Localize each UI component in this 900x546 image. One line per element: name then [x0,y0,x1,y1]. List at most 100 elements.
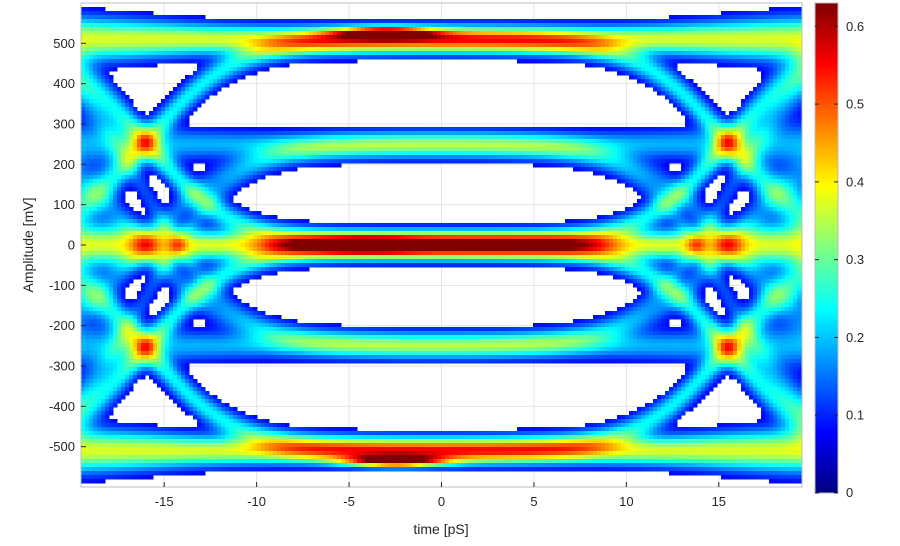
density-cell [141,463,146,468]
density-cell [205,39,210,44]
density-cell [205,315,210,320]
density-cell [105,391,110,396]
density-cell [93,447,98,452]
density-cell [205,187,210,192]
density-cell [97,475,102,480]
density-cell [245,327,250,332]
density-cell [141,255,146,260]
density-cell [129,251,134,256]
density-cell [161,227,166,232]
density-cell [81,235,86,240]
density-cell [85,43,90,48]
density-cell [217,47,222,52]
density-cell [157,279,162,284]
density-cell [193,143,198,148]
density-cell [153,163,158,168]
density-cell [265,151,270,156]
density-cell [81,227,86,232]
density-cell [125,275,130,280]
density-cell [101,239,106,244]
density-cell [137,143,142,148]
density-cell [221,255,226,260]
density-cell [245,183,250,188]
density-cell [241,415,246,420]
density-cell [137,359,142,364]
density-cell [153,291,158,296]
density-cell [149,443,154,448]
density-cell [197,419,202,424]
density-cell [81,43,86,48]
density-cell [165,235,170,240]
density-cell [93,419,98,424]
density-cell [109,99,114,104]
density-cell [241,327,246,332]
density-cell [205,219,210,224]
density-cell [253,355,258,360]
density-cell [133,319,138,324]
density-cell [241,351,246,356]
density-cell [249,355,254,360]
density-cell [273,331,278,336]
density-cell [165,263,170,268]
density-cell [289,319,294,324]
density-cell [93,291,98,296]
density-cell [185,451,190,456]
density-cell [289,55,294,60]
density-cell [185,295,190,300]
density-cell [213,83,218,88]
density-cell [217,239,222,244]
density-cell [153,47,158,52]
density-cell [89,203,94,208]
density-cell [193,239,198,244]
density-cell [273,347,278,352]
density-cell [261,155,266,160]
density-cell [93,311,98,316]
density-cell [285,63,290,68]
density-cell [113,191,118,196]
density-cell [181,367,186,372]
density-cell [101,343,106,348]
density-cell [217,147,222,152]
density-cell [129,439,134,444]
density-cell [241,27,246,32]
density-cell [93,51,98,56]
density-cell [169,231,174,236]
density-cell [217,51,222,56]
density-cell [121,211,126,216]
density-cell [181,283,186,288]
density-cell [297,227,302,232]
density-cell [185,439,190,444]
density-cell [117,147,122,152]
density-cell [129,11,134,16]
density-cell [201,395,206,400]
density-cell [257,351,262,356]
density-cell [81,27,86,32]
density-cell [109,211,114,216]
density-cell [273,227,278,232]
density-cell [241,427,246,432]
density-cell [117,111,122,116]
density-cell [141,291,146,296]
density-cell [213,467,218,472]
density-cell [101,27,106,32]
density-cell [185,195,190,200]
density-cell [209,451,214,456]
density-cell [173,51,178,56]
density-cell [97,107,102,112]
density-cell [281,235,286,240]
density-cell [209,295,214,300]
density-cell [181,139,186,144]
density-cell [273,59,278,64]
density-cell [105,91,110,96]
density-cell [197,391,202,396]
density-cell [117,191,122,196]
density-cell [157,171,162,176]
density-cell [217,131,222,136]
density-cell [133,475,138,480]
density-cell [237,163,242,168]
density-cell [153,135,158,140]
density-cell [145,223,150,228]
density-cell [229,155,234,160]
density-cell [149,159,154,164]
density-cell [145,63,150,68]
